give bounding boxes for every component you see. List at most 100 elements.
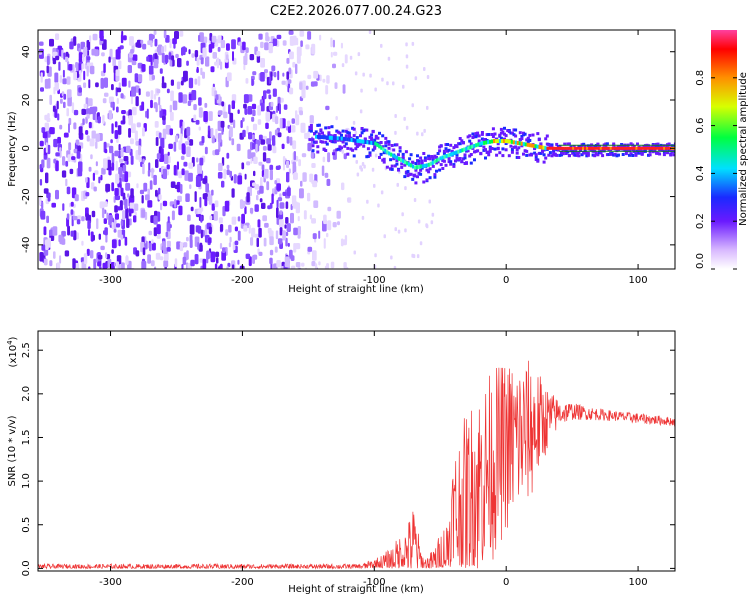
- spectrogram-signal-halo: [501, 154, 505, 158]
- spectrogram-noise-cell: [44, 114, 50, 121]
- spectrogram-signal-halo: [435, 169, 438, 173]
- spectrogram-noise-cell: [148, 230, 153, 236]
- spectrogram-noise-cell: [154, 266, 157, 269]
- spectrogram-signal-core: [613, 146, 616, 150]
- spectrogram-noise-cell: [217, 132, 222, 143]
- spectrogram-noise-cell: [40, 212, 45, 219]
- spectrogram-noise-cell: [246, 192, 250, 203]
- spectrogram-noise-cell: [262, 215, 267, 222]
- spectrogram-signal-halo: [637, 148, 641, 152]
- spectrogram-noise-cell: [256, 194, 259, 201]
- snr-series-line: [38, 360, 675, 570]
- spectrogram-noise-cell: [245, 47, 249, 53]
- spectrogram-signal-halo: [653, 145, 657, 149]
- spectrogram-noise-cell: [302, 80, 306, 89]
- spectrogram-noise-cell: [160, 202, 163, 211]
- spectrogram-noise-cell: [223, 168, 227, 180]
- spectrogram-signal-halo: [446, 143, 449, 146]
- spectrogram-noise-cell: [81, 240, 84, 246]
- spectrogram-noise-cell: [285, 237, 288, 247]
- spectrogram-noise-cell: [327, 152, 331, 163]
- spectrogram-signal-halo: [605, 142, 609, 146]
- spectrogram-noise-cell: [130, 155, 134, 165]
- spectrogram-noise-cell: [292, 61, 296, 68]
- spectrogram-signal-core: [411, 164, 415, 169]
- spectrogram-noise-cell: [180, 80, 184, 86]
- spectrogram-noise-cell: [111, 222, 114, 230]
- spectrogram-signal-halo: [340, 146, 343, 150]
- spectrogram-signal-halo: [438, 168, 442, 172]
- spectrogram-noise-cell: [186, 126, 191, 136]
- spectrogram-noise-cell: [162, 168, 167, 180]
- spectrogram-noise-cell: [325, 85, 329, 95]
- spectrogram-noise-cell: [88, 121, 92, 129]
- spectrogram-noise-cell: [259, 198, 263, 203]
- spectrogram-signal-core: [665, 146, 668, 150]
- spectrogram-noise-cell: [114, 150, 120, 157]
- spectrogram-x-tick-label: -200: [231, 275, 254, 286]
- spectrogram-noise-cell: [209, 215, 213, 221]
- spectrogram-signal-halo: [395, 159, 399, 163]
- spectrogram-signal-halo: [409, 172, 413, 176]
- spectrogram-noise-cell: [343, 262, 347, 269]
- spectrogram-noise-cell: [150, 90, 154, 100]
- spectrogram-noise-cell: [121, 77, 127, 87]
- spectrogram-signal-halo: [637, 151, 641, 155]
- snr-multiplier-label: (x104): [6, 336, 19, 367]
- spectrogram-signal-halo: [552, 151, 556, 155]
- spectrogram-noise-cell: [162, 200, 168, 207]
- spectrogram-signal-halo: [351, 126, 355, 130]
- spectrogram-noise-cell: [252, 123, 258, 131]
- spectrogram-noise-cell: [214, 149, 220, 156]
- spectrogram-signal-core: [356, 138, 359, 143]
- spectrogram-noise-cell: [256, 237, 259, 248]
- spectrogram-noise-cell: [277, 132, 282, 138]
- spectrogram-noise-cell: [342, 84, 346, 94]
- spectrogram-noise-cell: [43, 188, 49, 194]
- spectrogram-noise-cell: [283, 161, 285, 171]
- spectrogram-noise-cell: [52, 226, 58, 236]
- spectrogram-signal-core: [324, 135, 327, 140]
- spectrogram-noise-cell: [83, 103, 88, 109]
- spectrogram-noise-cell: [171, 55, 175, 61]
- spectrogram-noise-cell: [81, 63, 85, 70]
- spectrogram-signal-halo: [493, 132, 497, 136]
- spectrogram-noise-cell: [241, 213, 245, 224]
- spectrogram-noise-cell: [91, 130, 96, 139]
- spectrogram-noise-cell: [311, 43, 316, 55]
- spectrogram-noise-cell: [66, 217, 70, 227]
- spectrogram-signal-halo: [449, 143, 453, 147]
- spectrogram-signal-core: [441, 155, 444, 160]
- spectrogram-noise-cell: [55, 55, 60, 61]
- spectrogram-noise-cell: [133, 215, 137, 223]
- spectrogram-signal-halo: [485, 133, 489, 137]
- spectrogram-noise-cell: [285, 201, 289, 209]
- spectrogram-noise-cell: [341, 182, 345, 191]
- spectrogram-signal-halo: [514, 145, 518, 149]
- spectrogram-signal-core: [427, 162, 430, 167]
- spectrogram-noise-cell: [374, 153, 378, 158]
- spectrogram-noise-cell: [281, 143, 285, 150]
- spectrogram-signal-halo: [479, 151, 483, 155]
- spectrogram-noise-cell: [394, 130, 397, 135]
- colorbar-tick-label: 0.4: [695, 165, 706, 181]
- spectrogram-signal-halo: [449, 160, 453, 164]
- spectrogram-noise-cell: [104, 201, 108, 207]
- spectrogram-signal-halo: [466, 149, 470, 153]
- spectrogram-signal-halo: [669, 153, 673, 157]
- spectrogram-noise-cell: [260, 72, 265, 82]
- spectrogram-noise-cell: [207, 125, 211, 131]
- spectrogram-signal-core: [431, 160, 434, 165]
- spectrogram-noise-cell: [116, 98, 119, 105]
- spectrogram-noise-cell: [211, 203, 215, 211]
- spectrogram-noise-cell: [297, 226, 301, 235]
- spectrogram-noise-cell: [161, 109, 167, 117]
- spectrogram-signal-halo: [669, 149, 673, 153]
- spectrogram-noise-cell: [206, 252, 209, 264]
- spectrogram-noise-cell: [120, 93, 124, 99]
- spectrogram-noise-cell: [238, 41, 243, 46]
- spectrogram-noise-cell: [182, 121, 185, 131]
- spectrogram-noise-cell: [211, 189, 214, 196]
- spectrogram-noise-cell: [73, 109, 79, 116]
- spectrogram-noise-cell: [155, 103, 158, 113]
